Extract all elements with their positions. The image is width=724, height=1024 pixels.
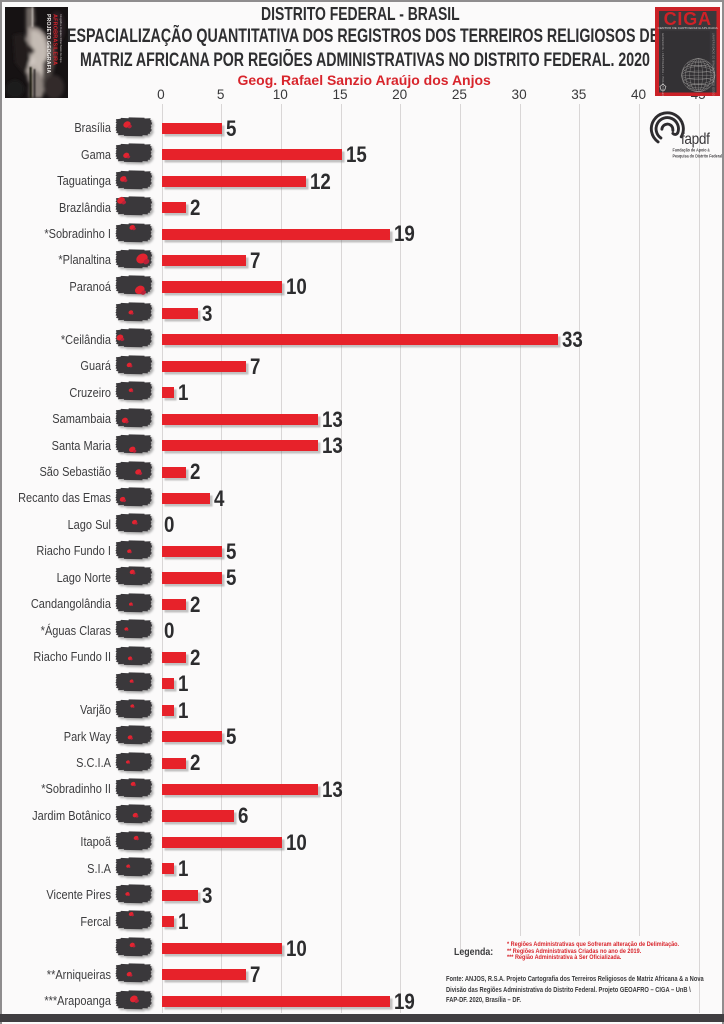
svg-text:PROJETO GEOGRAFIA: PROJETO GEOGRAFIA — [45, 14, 51, 73]
svg-text:Fundação de Apoio à: Fundação de Apoio à — [673, 147, 711, 152]
svg-text:UNIVERSIDADE DE BRASÍLIA • DEP: UNIVERSIDADE DE BRASÍLIA • DEPTO GEOGRAF… — [711, 33, 714, 97]
svg-text:AFROBRASILEIRA: AFROBRASILEIRA — [51, 14, 57, 65]
svg-text:CIGA: CIGA — [663, 9, 711, 29]
svg-text:CENTRO DE CARTOGRAFIA APLICADA: CENTRO DE CARTOGRAFIA APLICADA — [657, 26, 718, 30]
svg-text:fapdf: fapdf — [681, 131, 711, 148]
svg-text:GEOGRAFIA • CARTOGRAFIA • PROJ: GEOGRAFIA • CARTOGRAFIA • PROJETO GEOAFR… — [660, 33, 663, 97]
svg-text:Pesquisa do Distrito Federal: Pesquisa do Distrito Federal — [673, 153, 723, 158]
svg-text:Fotografia e Pesquisa: Rafael: Fotografia e Pesquisa: Rafael Sanzio dos… — [59, 14, 62, 63]
